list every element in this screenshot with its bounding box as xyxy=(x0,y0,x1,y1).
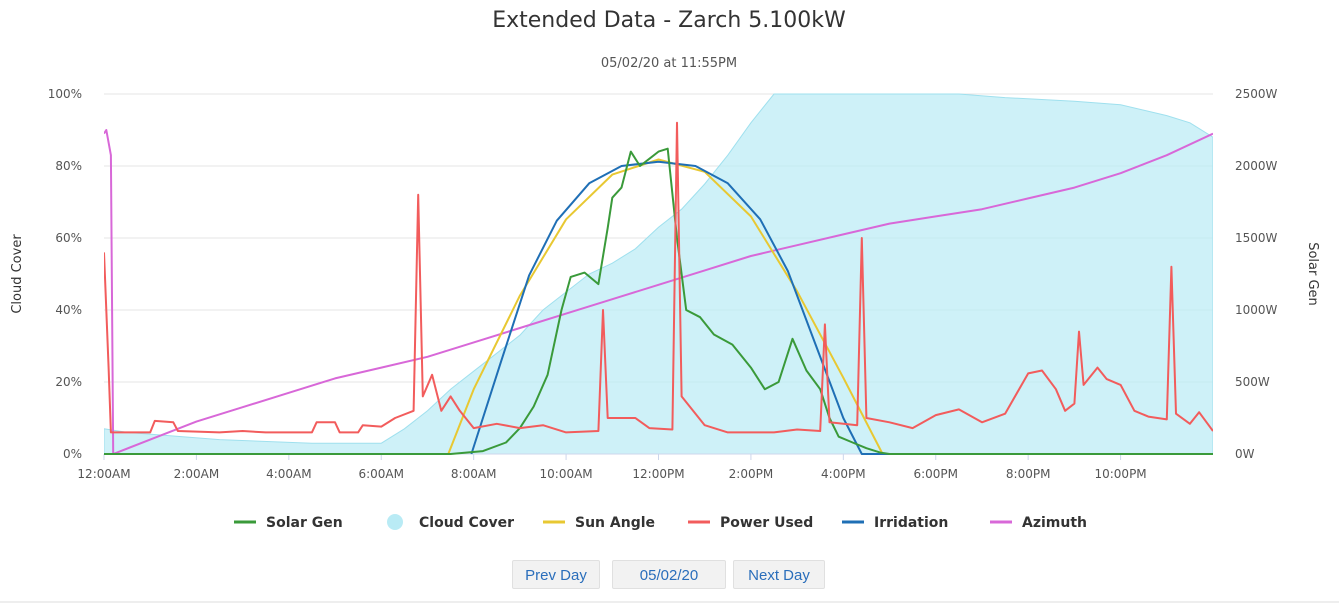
x-tick-label: 12:00PM xyxy=(632,467,684,481)
x-tick-label: 10:00PM xyxy=(1094,467,1146,481)
x-tick-label: 8:00AM xyxy=(451,467,497,481)
series-cloud-cover-area xyxy=(104,93,1213,455)
series-power-used-line xyxy=(104,121,1213,434)
y-right-tick-label: 1500W xyxy=(1235,231,1278,245)
chart-subtitle: 05/02/20 at 11:55PM xyxy=(601,56,737,71)
y-left-tick-label: 100% xyxy=(48,87,82,101)
x-tick-label: 12:00AM xyxy=(77,467,130,481)
y-left-tick-label: 20% xyxy=(55,375,82,389)
bottom-divider xyxy=(0,601,1339,603)
x-tick-label: 4:00AM xyxy=(266,467,312,481)
y-left-tick-label: 40% xyxy=(55,303,82,317)
legend-label-cloud-cover: Cloud Cover xyxy=(419,515,514,531)
y-right-tick-label: 2000W xyxy=(1235,159,1278,173)
y-right-tick-label: 1000W xyxy=(1235,303,1278,317)
chart: Extended Data - Zarch 5.100kW 05/02/20 at… xyxy=(10,8,1320,531)
series-azimuth-line xyxy=(104,129,1213,455)
legend-label-solar-gen: Solar Gen xyxy=(266,515,343,531)
day-navigation: Prev Day 05/02/20 Next Day xyxy=(0,560,1339,590)
y-left-axis-title: Cloud Cover xyxy=(10,234,25,314)
x-tick-label: 2:00AM xyxy=(174,467,220,481)
x-tick-label: 10:00AM xyxy=(540,467,593,481)
x-tick-label: 4:00PM xyxy=(821,467,866,481)
y-right-axis-title: Solar Gen xyxy=(1305,242,1320,306)
x-tick-label: 2:00PM xyxy=(729,467,774,481)
series-irridation-line xyxy=(470,160,1213,455)
x-tick-label: 8:00PM xyxy=(1006,467,1051,481)
y-right-tick-label: 500W xyxy=(1235,375,1270,389)
y-left-tick-label: 0% xyxy=(63,447,82,461)
chart-title: Extended Data - Zarch 5.100kW xyxy=(492,8,846,33)
date-display-button[interactable]: 05/02/20 xyxy=(612,560,726,589)
y-left-tick-label: 60% xyxy=(55,231,82,245)
legend-label-sun-angle: Sun Angle xyxy=(575,515,655,531)
y-left-tick-label: 80% xyxy=(55,159,82,173)
y-right-tick-label: 0W xyxy=(1235,447,1255,461)
y-right-tick-label: 2500W xyxy=(1235,87,1278,101)
x-tick-label: 6:00PM xyxy=(913,467,958,481)
legend-label-azimuth: Azimuth xyxy=(1022,515,1087,531)
series-sun-angle-line xyxy=(447,158,884,455)
legend-label-irridation: Irridation xyxy=(874,515,948,531)
next-day-button[interactable]: Next Day xyxy=(733,560,825,589)
x-tick-label: 6:00AM xyxy=(358,467,404,481)
legend-label-power-used: Power Used xyxy=(720,515,813,531)
prev-day-button[interactable]: Prev Day xyxy=(512,560,600,589)
legend-symbol-cloud-cover xyxy=(387,514,403,530)
